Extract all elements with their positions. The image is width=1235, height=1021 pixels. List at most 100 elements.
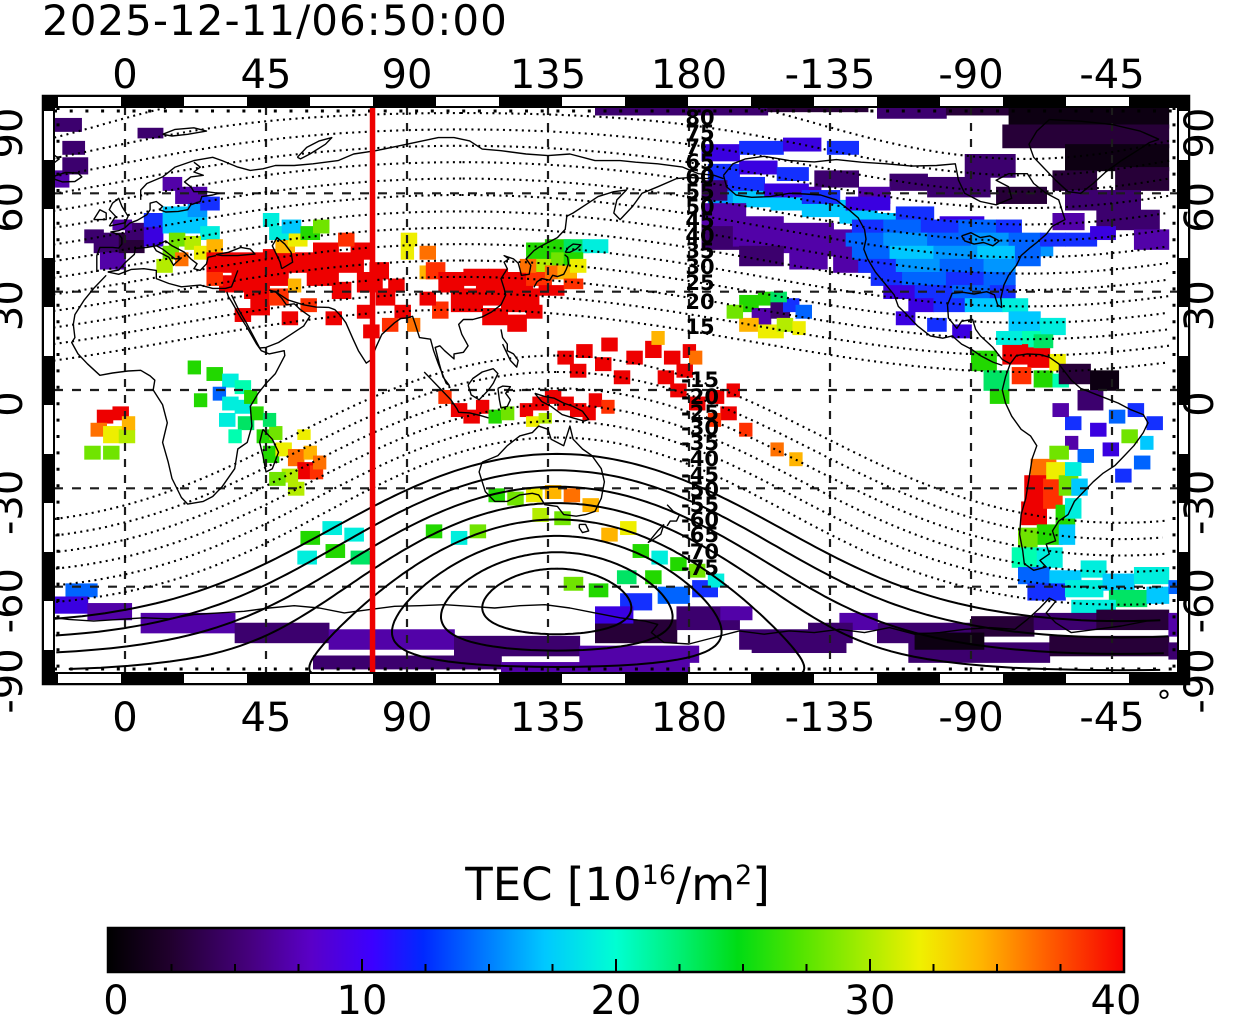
lat-label-right-60: 60 xyxy=(1177,182,1223,233)
colorbar-label-40: 40 xyxy=(1091,978,1142,1021)
tec-cell xyxy=(532,396,549,411)
tec-cell xyxy=(1065,462,1082,477)
tec-cell xyxy=(501,406,515,421)
frame-band-seg xyxy=(44,160,54,209)
tec-cell xyxy=(381,317,399,332)
tec-cell xyxy=(538,285,565,296)
tec-cell xyxy=(234,622,330,644)
contour-label: 25 xyxy=(685,271,714,295)
tec-cell xyxy=(488,268,509,286)
tec-cell xyxy=(601,527,618,542)
tec-cell xyxy=(507,491,524,506)
frame-band-seg xyxy=(1178,160,1188,209)
tec-cell xyxy=(877,108,947,119)
tec-cell xyxy=(767,108,869,113)
tec-cell xyxy=(726,176,765,191)
tec-cell xyxy=(663,350,681,365)
tec-cell xyxy=(450,530,468,545)
tec-cell xyxy=(576,344,593,359)
tec-cell xyxy=(1049,445,1069,460)
tec-cell xyxy=(720,406,737,421)
maglat-contour-n35 xyxy=(55,243,1169,308)
tec-cell xyxy=(707,163,740,182)
contour-label: -15 xyxy=(681,368,719,392)
lat-label-right--90: -90 xyxy=(1177,648,1223,713)
tec-cell xyxy=(595,108,769,116)
lat-label-left-90: 90 xyxy=(0,108,32,159)
tec-cell xyxy=(281,219,302,234)
tec-cell xyxy=(1096,609,1170,631)
contour-label: 35 xyxy=(685,239,714,263)
contour-label: -55 xyxy=(681,493,719,517)
lat-label-left--60: -60 xyxy=(0,568,32,633)
lon-label-top-90: 90 xyxy=(382,52,433,98)
tec-cell xyxy=(620,521,637,536)
lon-label-top-45: 45 xyxy=(241,52,292,98)
maglat-contour-s-20 xyxy=(55,370,1163,541)
frame-band-seg xyxy=(373,673,436,683)
lon-label-bottom-0: 0 xyxy=(112,695,137,741)
maglat-contour-n50 xyxy=(55,193,1165,259)
tec-cell xyxy=(168,232,186,247)
coastline xyxy=(71,274,286,505)
tec-cell xyxy=(726,304,744,319)
tec-cell xyxy=(287,278,302,293)
tec-cell xyxy=(1140,435,1154,450)
coastline xyxy=(152,245,183,267)
lat-label-left-30: 30 xyxy=(0,280,32,331)
tec-cell xyxy=(883,285,916,300)
tec-cell xyxy=(689,396,706,411)
contour-label: -25 xyxy=(681,401,719,425)
tec-cell xyxy=(902,272,947,286)
coastline xyxy=(230,289,311,349)
tec-cell xyxy=(1108,589,1148,608)
tec-cell xyxy=(438,390,452,404)
contour-label: 50 xyxy=(685,195,714,219)
tec-cell xyxy=(689,350,703,365)
coastline xyxy=(215,246,256,257)
lon-label-bottom--45: -45 xyxy=(1079,695,1144,741)
tec-cell xyxy=(651,331,665,345)
tec-cell xyxy=(1027,347,1051,368)
maglat-contour-s-35 xyxy=(55,420,1163,590)
tec-cell xyxy=(62,140,86,155)
frame-band-seg xyxy=(44,97,54,111)
tec-cell xyxy=(300,530,321,545)
tec-cell xyxy=(338,232,355,247)
lat-label-left--90: -90 xyxy=(0,648,32,713)
lon-label-bottom-180: 180 xyxy=(651,695,727,741)
tec-cell xyxy=(331,281,352,300)
tec-cell xyxy=(237,416,255,431)
contour-label: 20 xyxy=(685,290,714,314)
tec-cell xyxy=(707,573,725,588)
tec-cell xyxy=(996,331,1022,345)
tec-cell xyxy=(103,426,123,444)
tec-cell xyxy=(262,265,289,286)
tec-cell xyxy=(206,367,223,381)
tec-cell xyxy=(563,576,584,591)
maglat-contour-s-30 xyxy=(55,403,1169,573)
tec-cell xyxy=(701,226,740,250)
tec-cell xyxy=(99,252,126,270)
tec-cell xyxy=(488,409,502,424)
coastline xyxy=(423,371,489,419)
tec-cell xyxy=(895,258,941,273)
maglat-contour-s-15 xyxy=(55,354,1169,524)
contour-label: 45 xyxy=(685,209,714,233)
colorbar-title: TEC [1016/m2] xyxy=(465,858,770,911)
maglat-contour-s-55 xyxy=(56,485,1164,655)
tec-cell xyxy=(1039,232,1066,247)
tec-cell xyxy=(344,527,364,542)
lon-label-top-180: 180 xyxy=(651,52,727,98)
tec-cell xyxy=(582,239,609,254)
tec-cell xyxy=(162,219,183,234)
frame-band-seg xyxy=(751,97,814,107)
tec-cell xyxy=(419,291,436,306)
frame-band-seg xyxy=(877,97,940,107)
tec-cell xyxy=(927,317,947,332)
tec-cell xyxy=(595,606,634,624)
frame-band-seg xyxy=(44,258,54,307)
tec-cell xyxy=(1121,429,1138,444)
tec-cell xyxy=(726,383,740,398)
tec-cell xyxy=(851,245,891,260)
